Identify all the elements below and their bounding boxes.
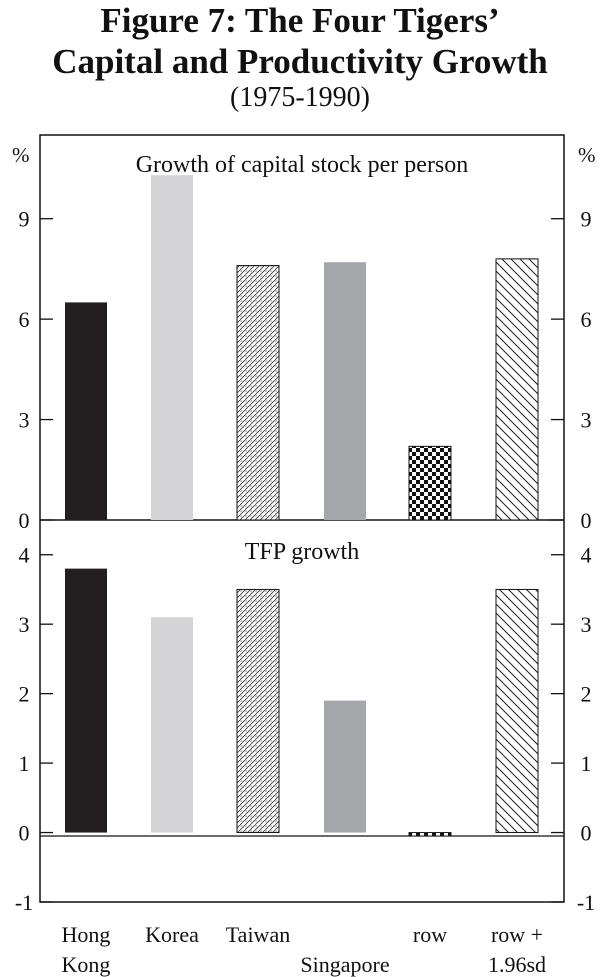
bar-capital-1 — [151, 175, 193, 520]
tick-label-left: 0 — [19, 508, 30, 533]
x-label-5: row + — [491, 922, 543, 947]
left-unit-label: % — [12, 143, 30, 167]
x-label-1: Korea — [145, 922, 199, 947]
bar-capital-4 — [408, 445, 452, 521]
plot-frame — [39, 134, 565, 903]
bar-tfp-0 — [65, 568, 107, 833]
bar-tfp-4 — [408, 832, 452, 837]
x-label-4: row — [413, 922, 447, 947]
x-label-0: Kong — [62, 952, 111, 977]
title-block: Figure 7: The Four Tigers’ Capital and P… — [0, 0, 600, 114]
bar-tfp-5 — [495, 588, 539, 834]
tick-label-left: 1 — [19, 751, 30, 776]
tick-label-left: 0 — [19, 821, 30, 846]
tick-label-right: 1 — [581, 751, 592, 776]
tick-label-right: 4 — [581, 543, 592, 568]
right-unit-label: % — [578, 143, 596, 167]
tick-label-right: 0 — [581, 821, 592, 846]
bar-tfp-1 — [151, 617, 193, 833]
plot-border — [39, 134, 565, 903]
chart-subtitle: (1975-1990) — [230, 82, 370, 113]
axis-ticks: 0 0 3 3 6 6 9 9 -1 -1 0 0 1 1 2 2 3 3 4 4 — [15, 207, 595, 915]
tick-label-right: 0 — [581, 508, 592, 533]
bar-tfp-3 — [324, 700, 366, 833]
tick-label-left: 4 — [19, 543, 30, 568]
top-panel-title: Growth of capital stock per person — [136, 152, 469, 178]
tick-label-right: -1 — [577, 890, 595, 915]
bar-tfp-2 — [236, 588, 280, 834]
bar-capital-5 — [495, 258, 539, 521]
chart-title-line-1: Figure 7: The Four Tigers’ — [100, 1, 500, 40]
x-label-3: Singapore — [300, 952, 389, 977]
bar-capital-0 — [65, 302, 107, 520]
tick-label-left: 9 — [19, 207, 30, 232]
tick-label-left: 3 — [19, 612, 30, 637]
x-label-5: 1.96sd — [488, 952, 546, 977]
tick-label-left: 6 — [19, 307, 30, 332]
tick-label-left: 2 — [19, 682, 30, 707]
tick-label-left: -1 — [15, 890, 33, 915]
bottom-panel-title: TFP growth — [245, 539, 359, 565]
bar-capital-2 — [236, 265, 280, 521]
tick-label-left: 3 — [19, 408, 30, 433]
chart-title-line-2: Capital and Productivity Growth — [52, 42, 548, 81]
x-label-2: Taiwan — [226, 922, 290, 947]
tick-label-right: 9 — [581, 207, 592, 232]
x-axis-labels: Hong Kong Korea Taiwan Singapore row row + 1.96… — [62, 922, 546, 977]
tick-label-right: 3 — [581, 408, 592, 433]
x-label-0: Hong — [62, 922, 111, 947]
bar-capital-3 — [324, 262, 366, 520]
tick-label-right: 6 — [581, 307, 592, 332]
tick-label-right: 3 — [581, 612, 592, 637]
bars — [65, 175, 539, 837]
tick-label-right: 2 — [581, 682, 592, 707]
